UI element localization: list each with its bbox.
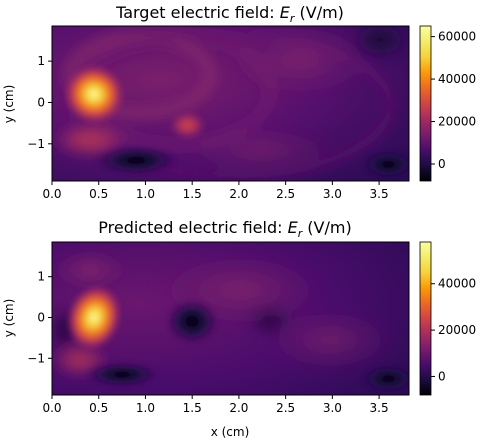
bottom-x-tick-label: 1.0 xyxy=(136,401,155,415)
bottom-heatmap xyxy=(52,242,409,395)
top-field-feature xyxy=(94,145,179,175)
top-colorbar-tick-label: 20000 xyxy=(438,115,476,129)
bottom-x-tick-label: 2.0 xyxy=(229,401,248,415)
bottom-x-tick-label: 0.5 xyxy=(89,401,108,415)
top-field-feature xyxy=(64,65,124,124)
bottom-x-tick-label: 0.0 xyxy=(42,401,61,415)
top-y-tick-label: 1 xyxy=(37,54,45,68)
bottom-xlabel: x (cm) xyxy=(211,425,250,438)
bottom-x-ticks: 0.0 0.5 1.0 1.5 2.0 2.5 3.0 3.5 xyxy=(42,395,389,415)
bottom-colorbar-tick-label: 40000 xyxy=(438,277,476,291)
top-colorbar-tick-label: 60000 xyxy=(438,30,476,44)
top-x-tick-label: 0.0 xyxy=(42,187,61,201)
top-x-tick-label: 1.5 xyxy=(183,187,202,201)
bottom-panel-title: Predicted electric field: Er (V/m) xyxy=(98,218,351,240)
top-x-tick-label: 1.0 xyxy=(136,187,155,201)
bottom-x-tick-label: 3.0 xyxy=(323,401,342,415)
top-x-ticks: 0.0 0.5 1.0 1.5 2.0 2.5 3.0 3.5 xyxy=(42,181,389,201)
bottom-x-tick-label: 3.5 xyxy=(370,401,389,415)
top-panel: Target electric field: Er (V/m) 0.0 0.5 1.… xyxy=(2,3,476,201)
top-field-feature xyxy=(168,110,207,140)
top-x-tick-label: 0.5 xyxy=(89,187,108,201)
bottom-colorbar-tick-label: 0 xyxy=(438,369,446,383)
bottom-field-feature xyxy=(67,285,121,350)
top-x-tick-label: 3.5 xyxy=(370,187,389,201)
top-colorbar-tick-label: 0 xyxy=(438,157,446,171)
bottom-colorbar-tick-label: 20000 xyxy=(438,323,476,337)
bottom-plot-frame xyxy=(51,241,410,396)
bottom-y-tick-label: 1 xyxy=(37,270,45,284)
top-colorbar-tick-label: 40000 xyxy=(438,72,476,86)
bottom-x-tick-label: 1.5 xyxy=(183,401,202,415)
top-ylabel: y (cm) xyxy=(2,85,16,124)
bottom-heatmap-features xyxy=(67,285,409,393)
bottom-y-ticks: 1 0 −1 xyxy=(27,270,52,365)
top-panel-title: Target electric field: Er (V/m) xyxy=(115,3,344,25)
bottom-field-feature xyxy=(84,362,160,387)
bottom-field-feature xyxy=(360,364,409,393)
top-y-tick-label: 0 xyxy=(37,95,45,109)
top-colorbar xyxy=(419,25,432,182)
top-x-tick-label: 3.0 xyxy=(323,187,342,201)
top-heatmap xyxy=(52,26,409,181)
bottom-panel: Predicted electric field: Er (V/m) 0.0 0.… xyxy=(2,218,476,439)
top-y-tick-label: −1 xyxy=(27,137,45,151)
bottom-x-tick-label: 2.5 xyxy=(276,401,295,415)
top-plot-frame xyxy=(51,25,410,182)
bottom-colorbar xyxy=(419,241,432,396)
bottom-field-feature xyxy=(166,299,219,344)
top-y-ticks: 1 0 −1 xyxy=(27,54,52,151)
top-colorbar-ticks: 60000 40000 20000 0 xyxy=(431,30,476,171)
top-heatmap-features xyxy=(64,65,409,179)
top-x-tick-label: 2.0 xyxy=(229,187,248,201)
top-field-feature xyxy=(360,150,409,179)
bottom-ylabel: y (cm) xyxy=(2,299,16,338)
bottom-y-tick-label: −1 xyxy=(27,351,45,365)
bottom-colorbar-ticks: 40000 20000 0 xyxy=(431,277,476,383)
top-x-tick-label: 2.5 xyxy=(276,187,295,201)
bottom-y-tick-label: 0 xyxy=(37,310,45,324)
